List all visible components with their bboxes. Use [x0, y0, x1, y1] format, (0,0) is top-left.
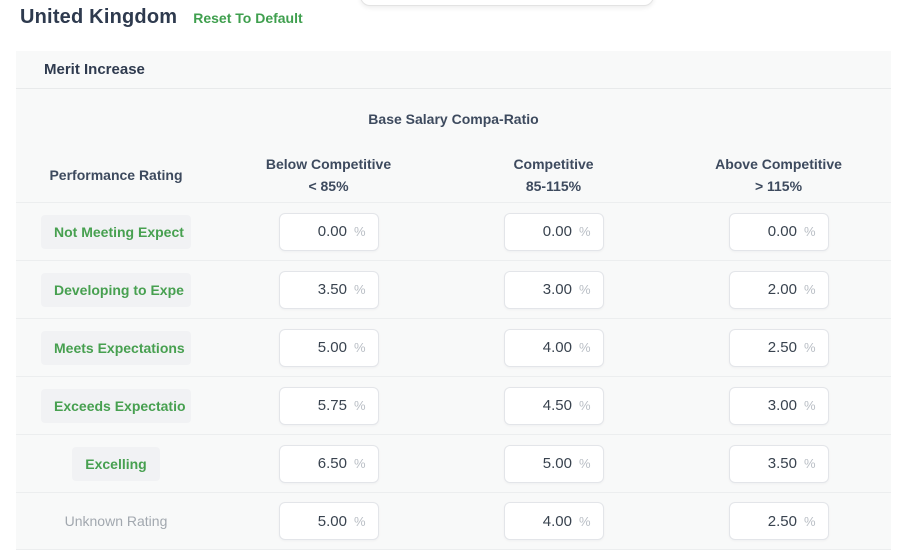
- rating-label-unknown: Unknown Rating: [64, 513, 168, 529]
- table-row: Excelling % % %: [16, 434, 891, 492]
- column-header-below-competitive: Below Competitive < 85%: [265, 156, 392, 194]
- merit-input[interactable]: %: [503, 386, 604, 425]
- group-header-label: Base Salary Compa-Ratio: [368, 110, 539, 127]
- percent-suffix: %: [353, 398, 366, 413]
- merit-input-field[interactable]: [504, 281, 572, 298]
- percent-suffix: %: [578, 224, 591, 239]
- merit-input-field[interactable]: [729, 455, 797, 472]
- merit-input-field[interactable]: [729, 512, 797, 530]
- percent-suffix: %: [803, 398, 816, 413]
- merit-input[interactable]: %: [728, 502, 829, 540]
- merit-input[interactable]: %: [503, 328, 604, 367]
- merit-input[interactable]: %: [503, 212, 604, 251]
- merit-input-field[interactable]: [279, 223, 347, 240]
- merit-input[interactable]: %: [278, 386, 379, 425]
- percent-suffix: %: [353, 224, 366, 239]
- merit-input[interactable]: %: [503, 444, 604, 483]
- merit-input-field[interactable]: [279, 397, 347, 414]
- percent-suffix: %: [353, 513, 366, 529]
- page-title: United Kingdom: [20, 6, 178, 28]
- percent-suffix: %: [353, 282, 366, 297]
- percent-suffix: %: [803, 456, 816, 471]
- group-header: Base Salary Compa-Ratio: [16, 89, 891, 148]
- merit-input[interactable]: %: [728, 386, 829, 425]
- merit-input-field[interactable]: [504, 455, 572, 472]
- table-row: Exceeds Expectatio % % %: [16, 376, 891, 434]
- percent-suffix: %: [353, 456, 366, 471]
- rating-chip: Exceeds Expectatio: [41, 388, 191, 423]
- percent-suffix: %: [803, 513, 816, 529]
- table-row: Developing to Expe % % %: [16, 260, 891, 318]
- column-header-performance-rating: Performance Rating: [49, 167, 183, 183]
- panel-title: Merit Increase: [44, 61, 145, 78]
- percent-suffix: %: [353, 340, 366, 355]
- percent-suffix: %: [578, 282, 591, 297]
- merit-input[interactable]: %: [278, 502, 379, 540]
- page-header: United Kingdom Reset To Default: [20, 6, 303, 29]
- merit-input[interactable]: %: [278, 444, 379, 483]
- column-header-above-competitive: Above Competitive > 115%: [715, 156, 842, 194]
- percent-suffix: %: [578, 513, 591, 529]
- percent-suffix: %: [578, 340, 591, 355]
- merit-input-field[interactable]: [279, 339, 347, 356]
- table-row: Meets Expectations % % %: [16, 318, 891, 376]
- table-row: Not Meeting Expect % % %: [16, 202, 891, 260]
- merit-increase-panel: Merit Increase Base Salary Compa-Ratio P…: [16, 51, 891, 550]
- merit-input-field[interactable]: [729, 397, 797, 414]
- column-header-competitive: Competitive 85-115%: [513, 156, 594, 194]
- percent-suffix: %: [803, 224, 816, 239]
- percent-suffix: %: [803, 340, 816, 355]
- merit-input[interactable]: %: [728, 328, 829, 367]
- merit-input-field[interactable]: [729, 281, 797, 298]
- merit-input-field[interactable]: [504, 512, 572, 530]
- merit-input-field[interactable]: [729, 223, 797, 240]
- column-header-row: Performance Rating Below Competitive < 8…: [16, 148, 891, 202]
- rating-chip: Excelling: [72, 446, 160, 481]
- merit-input-field[interactable]: [279, 455, 347, 472]
- merit-input[interactable]: %: [503, 270, 604, 309]
- merit-input[interactable]: %: [728, 270, 829, 309]
- reset-to-default-link[interactable]: Reset To Default: [193, 10, 303, 26]
- popover-bottom-edge: [360, 0, 654, 6]
- rating-chip: Developing to Expe: [41, 272, 191, 307]
- rating-chip: Not Meeting Expect: [41, 214, 191, 249]
- table-row: Unknown Rating % % %: [16, 492, 891, 550]
- merit-input-field[interactable]: [504, 397, 572, 414]
- percent-suffix: %: [803, 282, 816, 297]
- merit-input-field[interactable]: [279, 281, 347, 298]
- rating-chip: Meets Expectations: [41, 330, 191, 365]
- merit-input[interactable]: %: [278, 212, 379, 251]
- merit-input-field[interactable]: [504, 339, 572, 356]
- merit-input[interactable]: %: [278, 270, 379, 309]
- merit-input-field[interactable]: [729, 339, 797, 356]
- percent-suffix: %: [578, 456, 591, 471]
- merit-input[interactable]: %: [728, 212, 829, 251]
- panel-header: Merit Increase: [16, 51, 891, 89]
- merit-input[interactable]: %: [278, 328, 379, 367]
- percent-suffix: %: [578, 398, 591, 413]
- merit-input-field[interactable]: [279, 512, 347, 530]
- merit-input-field[interactable]: [504, 223, 572, 240]
- merit-input[interactable]: %: [728, 444, 829, 483]
- merit-input[interactable]: %: [503, 502, 604, 540]
